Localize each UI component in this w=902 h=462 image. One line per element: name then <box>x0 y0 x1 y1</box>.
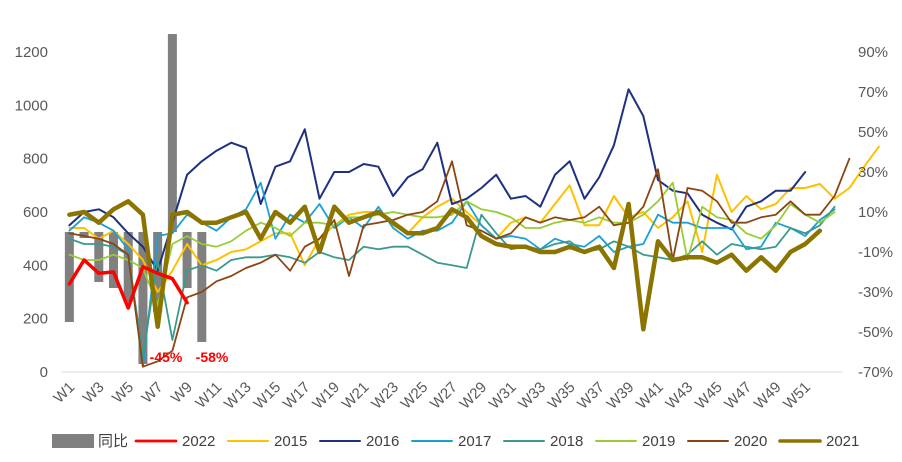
y-tick-label: 200 <box>23 311 48 328</box>
legend-label: 2015 <box>274 433 307 450</box>
y-tick-label: 0 <box>40 364 48 381</box>
x-tick-label: W41 <box>633 379 667 413</box>
y2-tick-label: 70% <box>858 84 888 101</box>
yoy-bar <box>109 232 119 288</box>
x-tick-label: W5 <box>109 379 137 407</box>
y-tick-label: 1200 <box>15 44 48 61</box>
y2-tick-label: 90% <box>858 44 888 61</box>
x-tick-label: W43 <box>662 379 696 413</box>
legend-label: 2017 <box>458 433 491 450</box>
x-tick-label: W23 <box>368 379 402 413</box>
y-tick-label: 400 <box>23 257 48 274</box>
y2-tick-label: -70% <box>858 364 893 381</box>
legend-label: 2022 <box>182 433 215 450</box>
x-tick-label: W35 <box>545 379 579 413</box>
legend-swatch-bar <box>52 434 94 448</box>
x-tick-label: W47 <box>721 379 755 413</box>
yoy-bar <box>79 232 89 238</box>
yoy-bar <box>167 34 177 232</box>
yoy-bar <box>94 232 104 282</box>
y2-tick-label: -30% <box>858 284 893 301</box>
x-tick-label: W29 <box>456 379 490 413</box>
yoy-bar <box>182 232 192 288</box>
series-line-2019 <box>68 181 836 307</box>
y-axis-right-ticks: -70% -50% -30% -10% 10% 30% 50% 70% 90% <box>858 44 893 381</box>
legend-label: 2020 <box>734 433 767 450</box>
x-tick-label: W51 <box>780 379 814 413</box>
y-tick-label: 600 <box>23 204 48 221</box>
annotation-label: -45% <box>150 349 183 365</box>
series-line-2016 <box>68 88 807 272</box>
y2-tick-label: -50% <box>858 324 893 341</box>
legend-label: 2019 <box>642 433 675 450</box>
x-tick-label: W27 <box>427 379 461 413</box>
x-tick-label: W39 <box>604 379 638 413</box>
series-line-2022 <box>67 258 189 310</box>
series-line-2018 <box>68 205 836 357</box>
y-tick-label: 800 <box>23 151 48 168</box>
x-tick-label: W7 <box>139 379 167 407</box>
yoy-bar <box>123 232 133 302</box>
x-tick-label: W17 <box>280 379 314 413</box>
y-tick-label: 1000 <box>15 97 48 114</box>
x-tick-label: W13 <box>221 379 255 413</box>
y2-tick-label: 10% <box>858 204 888 221</box>
series-line-2021 <box>67 199 823 332</box>
series-lines-group <box>67 88 880 368</box>
x-tick-label: W1 <box>50 379 78 407</box>
legend: 同比 2022 2015 2016 2017 2018 2019 2020 2021 <box>52 433 859 450</box>
x-axis-ticks: W1 W3 W5 W7 W9W11W13W15W17W19W21W23W25W27W29… <box>50 379 814 413</box>
y2-tick-label: -10% <box>858 244 893 261</box>
x-tick-label: W33 <box>515 379 549 413</box>
y-axis-left-ticks: 0 200 400 600 800 1000 1200 <box>15 44 48 381</box>
annotation-label: -58% <box>196 349 229 365</box>
y2-tick-label: 30% <box>858 164 888 181</box>
x-tick-label: W31 <box>486 379 520 413</box>
x-tick-label: W11 <box>192 379 225 412</box>
series-line-2020 <box>68 157 851 368</box>
x-tick-label: W19 <box>309 379 343 413</box>
x-tick-label: W15 <box>250 379 284 413</box>
series-line-2015 <box>68 145 880 293</box>
yoy-bar <box>138 232 148 364</box>
legend-label: 同比 <box>98 433 128 450</box>
y2-tick-label: 50% <box>858 124 888 141</box>
x-tick-label: W21 <box>339 379 373 413</box>
x-tick-label: W37 <box>574 379 608 413</box>
legend-label: 2021 <box>826 433 859 450</box>
x-tick-label: W49 <box>751 379 785 413</box>
legend-label: 2016 <box>366 433 399 450</box>
x-tick-label: W25 <box>398 379 432 413</box>
legend-label: 2018 <box>550 433 583 450</box>
x-tick-label: W9 <box>168 379 196 407</box>
x-tick-label: W45 <box>692 379 726 413</box>
x-tick-label: W3 <box>80 379 108 407</box>
yoy-bar <box>64 232 74 322</box>
yoy-bar <box>197 232 207 342</box>
annotations: -45% -58% <box>150 349 229 365</box>
